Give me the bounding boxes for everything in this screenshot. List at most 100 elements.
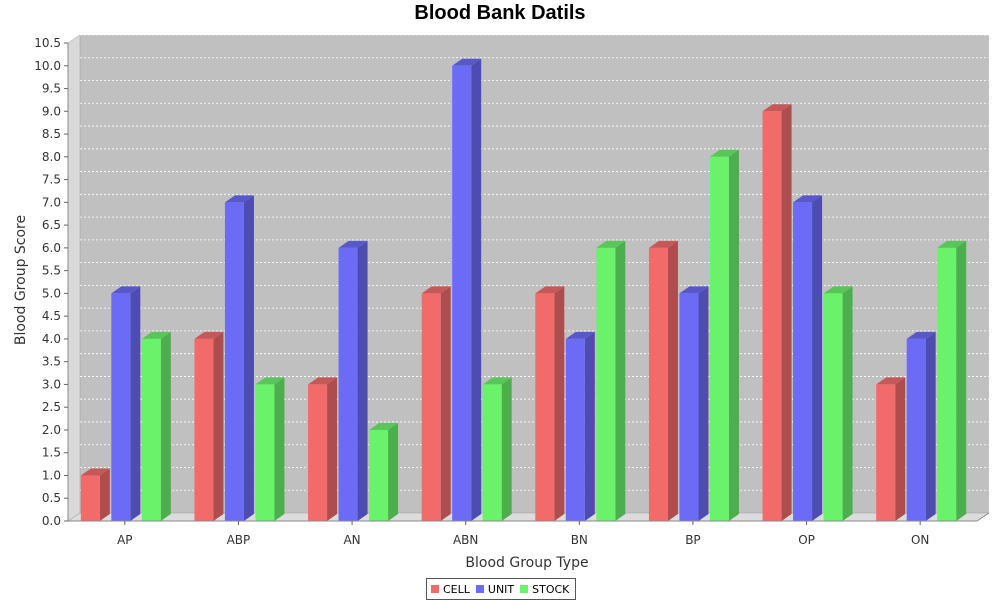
legend-item-cell: CELL bbox=[431, 583, 470, 596]
bar-unit-op bbox=[793, 195, 823, 522]
bar-front bbox=[709, 156, 729, 522]
plot-back-wall bbox=[80, 35, 989, 513]
bar-front bbox=[793, 202, 813, 522]
y-tick-label: 10.5 bbox=[34, 36, 61, 50]
bar-top bbox=[194, 331, 224, 339]
bar-front bbox=[823, 293, 843, 521]
x-tick-label: BN bbox=[571, 533, 588, 547]
bar-cell-on bbox=[876, 377, 906, 521]
y-tick-label: 9.0 bbox=[42, 104, 61, 118]
y-tick-label: 3.0 bbox=[42, 377, 61, 391]
bar-side bbox=[667, 240, 678, 521]
bar-top bbox=[308, 377, 338, 385]
bar-side bbox=[357, 240, 368, 521]
y-tick-label: 8.5 bbox=[42, 127, 61, 141]
bar-top bbox=[937, 240, 967, 248]
bar-top bbox=[565, 331, 595, 339]
y-axis-label: Blood Group Score bbox=[13, 215, 29, 345]
bar-front bbox=[338, 247, 358, 521]
legend-label: CELL bbox=[443, 582, 470, 596]
bar-top bbox=[648, 240, 678, 248]
bar-front bbox=[565, 338, 585, 521]
bar-side bbox=[130, 286, 141, 521]
x-tick-label: AP bbox=[117, 533, 132, 547]
bar-side bbox=[160, 331, 171, 521]
bar-side bbox=[274, 377, 285, 521]
bar-top bbox=[596, 240, 626, 248]
bar-front bbox=[80, 475, 100, 521]
bar-top bbox=[679, 286, 709, 294]
bar-top bbox=[793, 195, 823, 203]
y-tick-label: 2.5 bbox=[42, 400, 61, 414]
bar-unit-an bbox=[338, 240, 368, 521]
bar-stock-op bbox=[823, 286, 853, 521]
bar-cell-an bbox=[308, 377, 338, 521]
bar-stock-abp bbox=[255, 377, 285, 521]
y-tick-label: 4.5 bbox=[42, 309, 61, 323]
bar-front bbox=[255, 384, 275, 521]
legend-label: STOCK bbox=[532, 582, 570, 596]
x-tick-label: OP bbox=[798, 533, 815, 547]
bar-side bbox=[925, 331, 936, 521]
bar-top bbox=[709, 149, 739, 157]
bar-side bbox=[243, 195, 254, 522]
bar-front bbox=[535, 293, 555, 521]
bar-side bbox=[842, 286, 853, 521]
bar-front bbox=[876, 384, 896, 521]
bar-top bbox=[111, 286, 141, 294]
bar-side bbox=[99, 468, 110, 521]
legend-swatch bbox=[475, 585, 484, 593]
bar-stock-bp bbox=[709, 149, 739, 522]
y-tick-label: 10.0 bbox=[34, 59, 61, 73]
bar-front bbox=[596, 247, 616, 521]
bar-top bbox=[535, 286, 565, 294]
bar-cell-bp bbox=[648, 240, 678, 521]
bar-side bbox=[554, 286, 565, 521]
x-axis-label: Blood Group Type bbox=[465, 555, 588, 571]
bar-front bbox=[679, 293, 699, 521]
bar-side bbox=[781, 104, 792, 522]
bar-stock-abn bbox=[482, 377, 512, 521]
bar-side bbox=[471, 58, 482, 522]
bar-cell-op bbox=[762, 104, 792, 522]
bar-top bbox=[762, 104, 792, 112]
bar-unit-abn bbox=[452, 58, 482, 522]
bar-unit-on bbox=[906, 331, 936, 521]
legend-item-stock: STOCK bbox=[520, 583, 569, 596]
bar-top bbox=[876, 377, 906, 385]
bar-unit-bp bbox=[679, 286, 709, 521]
bar-side bbox=[615, 240, 626, 521]
bar-top bbox=[482, 377, 512, 385]
bar-side bbox=[327, 377, 338, 521]
bar-side bbox=[698, 286, 709, 521]
legend-item-unit: UNIT bbox=[475, 583, 514, 596]
y-tick-label: 3.5 bbox=[42, 355, 61, 369]
bar-front bbox=[482, 384, 502, 521]
y-tick-label: 6.0 bbox=[42, 241, 61, 255]
x-tick-label: ABP bbox=[227, 533, 251, 547]
bar-front bbox=[762, 111, 782, 522]
bar-side bbox=[956, 240, 967, 521]
bar-front bbox=[111, 293, 131, 521]
bar-stock-on bbox=[937, 240, 967, 521]
bar-front bbox=[421, 293, 441, 521]
bar-front bbox=[308, 384, 328, 521]
plot-area bbox=[67, 34, 990, 522]
bar-front bbox=[452, 65, 472, 521]
bar-front bbox=[906, 338, 926, 521]
bar-side bbox=[584, 331, 595, 521]
y-tick-label: 1.0 bbox=[42, 468, 61, 482]
bar-unit-ap bbox=[111, 286, 141, 521]
y-tick-label: 6.5 bbox=[42, 218, 61, 232]
bars bbox=[80, 58, 967, 522]
bar-side bbox=[388, 422, 399, 521]
bar-top bbox=[338, 240, 368, 248]
y-tick-label: 5.5 bbox=[42, 264, 61, 278]
bar-cell-bn bbox=[535, 286, 565, 521]
bar-top bbox=[823, 286, 853, 294]
bar-top bbox=[224, 195, 254, 203]
bar-top bbox=[421, 286, 451, 294]
bar-top bbox=[452, 58, 482, 66]
bar-unit-abp bbox=[224, 195, 254, 522]
